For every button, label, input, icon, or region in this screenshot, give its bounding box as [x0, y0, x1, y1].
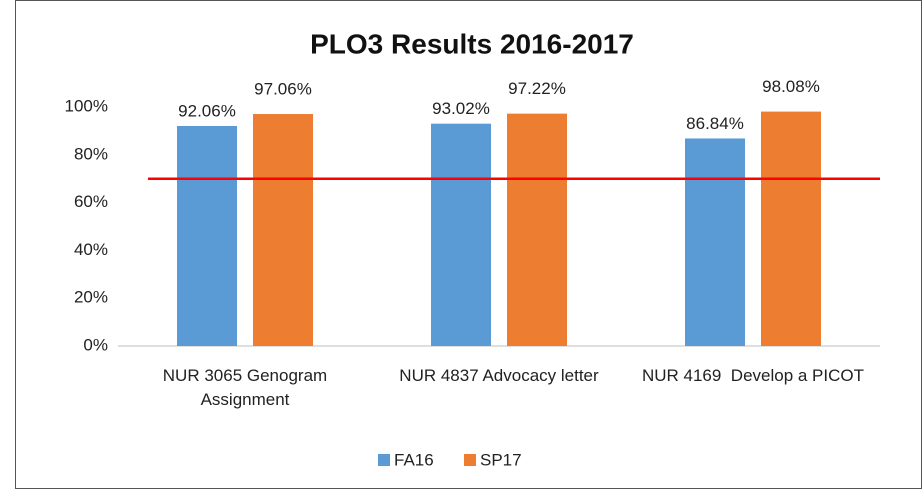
legend-label: SP17 [480, 450, 522, 469]
x-tick-label: NUR 4837 Advocacy letter [399, 366, 599, 385]
chart-title: PLO3 Results 2016-2017 [310, 28, 634, 59]
data-label: 98.08% [762, 77, 820, 96]
data-label: 97.22% [508, 79, 566, 98]
bar [431, 123, 491, 347]
y-tick-label: 100% [65, 96, 108, 115]
bar [507, 113, 567, 347]
bar [761, 111, 821, 346]
x-tick-label: NUR 4169 Develop a PICOT [641, 366, 865, 385]
data-label: 97.06% [254, 80, 312, 99]
y-tick-label: 40% [74, 240, 108, 259]
legend-swatch [464, 454, 476, 466]
x-tick-label: NUR 3065 Genogram Assignment [162, 366, 331, 409]
bar [177, 125, 237, 347]
data-label: 92.06% [178, 101, 236, 120]
y-tick-label: 80% [74, 144, 108, 163]
bar [685, 138, 745, 346]
bar [253, 114, 313, 346]
data-label: 93.02% [432, 99, 490, 118]
legend-label: FA16 [394, 450, 434, 469]
y-tick-label: 60% [74, 192, 108, 211]
legend-swatch [378, 454, 390, 466]
data-label: 86.84% [686, 114, 744, 133]
y-tick-label: 0% [83, 335, 108, 354]
y-tick-label: 20% [74, 288, 108, 307]
